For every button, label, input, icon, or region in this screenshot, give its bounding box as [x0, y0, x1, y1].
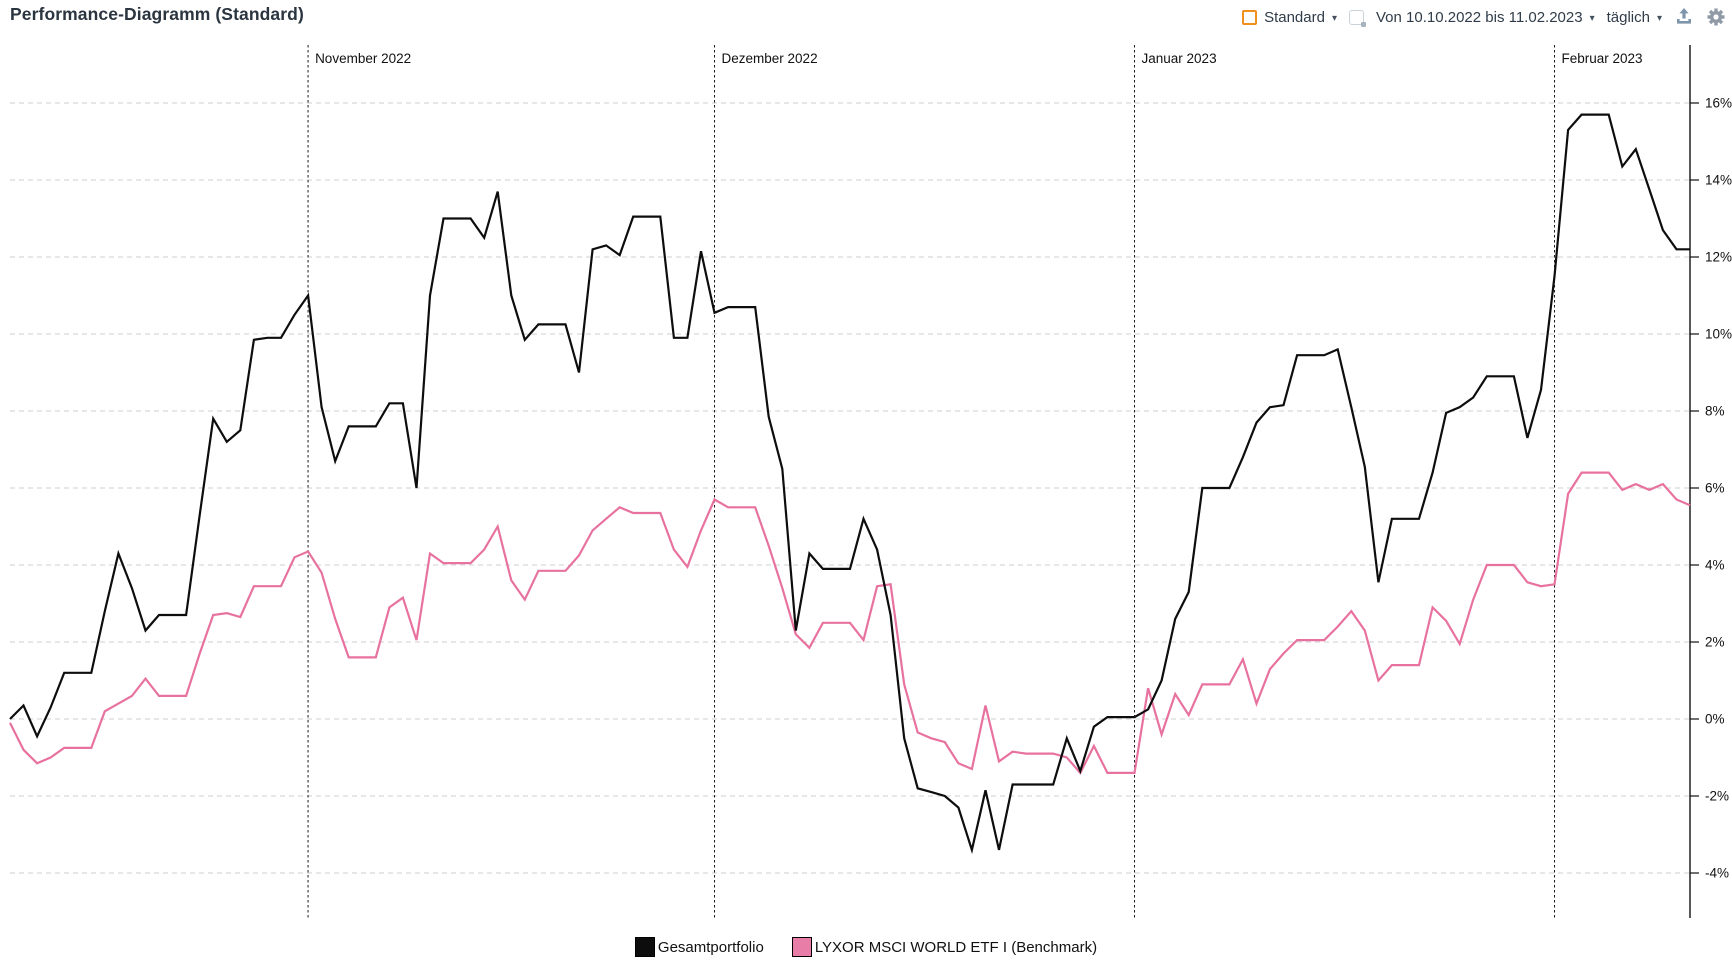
toolbar: Standard ▾ Von 10.10.2022 bis 11.02.2023… [1242, 7, 1726, 27]
chevron-down-icon: ▾ [1589, 12, 1595, 24]
y-axis-tick-label: 8% [1705, 404, 1725, 419]
detach-view-icon[interactable] [1349, 9, 1366, 27]
legend-label-gesamtportfolio: Gesamtportfolio [657, 938, 764, 956]
layout-color-square-icon [1242, 9, 1258, 25]
layout-select-label: Standard [1264, 8, 1325, 26]
date-range-select[interactable]: Von 10.10.2022 bis 11.02.2023 ▾ [1376, 9, 1595, 26]
month-label: Februar 2023 [1562, 51, 1643, 66]
interval-select-label: täglich [1606, 8, 1650, 26]
y-axis-tick-label: 4% [1705, 558, 1725, 573]
header-bar: Performance-Diagramm (Standard) Standard… [0, 0, 1732, 38]
legend-swatch-gesamtportfolio [634, 937, 655, 957]
y-axis-tick-label: 6% [1705, 481, 1725, 496]
y-axis-tick-label: 2% [1705, 635, 1725, 650]
settings-gear-icon[interactable] [1706, 7, 1726, 27]
page-title: Performance-Diagramm (Standard) [10, 4, 304, 24]
layout-select[interactable]: Standard ▾ [1242, 9, 1337, 26]
legend-label-benchmark: LYXOR MSCI WORLD ETF I (Benchmark) [814, 938, 1098, 956]
interval-select[interactable]: täglich ▾ [1607, 9, 1662, 26]
export-upload-icon[interactable] [1674, 7, 1694, 27]
legend-item-gesamtportfolio: Gesamtportfolio [634, 937, 764, 957]
chevron-down-icon: ▾ [1331, 12, 1337, 24]
y-axis-tick-label: 14% [1705, 173, 1732, 188]
y-axis-tick-label: 16% [1705, 96, 1732, 111]
y-axis-tick-label: -2% [1705, 789, 1729, 804]
month-label: November 2022 [315, 51, 411, 66]
y-axis-tick-label: 0% [1705, 712, 1725, 727]
legend-swatch-benchmark [791, 937, 812, 957]
y-axis-tick-label: -4% [1705, 866, 1729, 881]
month-label: Januar 2023 [1142, 51, 1217, 66]
chevron-down-icon: ▾ [1656, 12, 1662, 24]
y-axis-tick-label: 10% [1705, 327, 1732, 342]
series-line-gesamtportfolio [9, 113, 1690, 855]
detach-view-dot [1361, 21, 1366, 27]
month-label: Dezember 2022 [722, 51, 818, 66]
y-axis-tick-label: 12% [1705, 250, 1732, 265]
chart-legend: Gesamtportfolio LYXOR MSCI WORLD ETF I (… [0, 937, 1732, 957]
legend-item-benchmark: LYXOR MSCI WORLD ETF I (Benchmark) [791, 937, 1098, 957]
date-range-label: Von 10.10.2022 bis 11.02.2023 [1376, 8, 1583, 26]
series-line-benchmark [9, 471, 1691, 775]
